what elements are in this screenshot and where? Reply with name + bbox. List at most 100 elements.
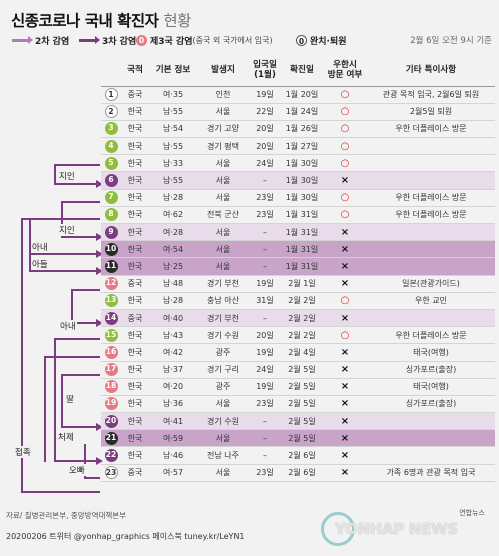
- note-cell: 우한 더플레이스 방문: [367, 326, 495, 345]
- wuhan-visit-cell: ○: [323, 292, 367, 310]
- place-cell: 서울: [197, 464, 249, 482]
- conf-cell: 1월 30일: [281, 154, 323, 173]
- entry-cell: 24일: [249, 154, 281, 173]
- note-cell: 우한 더플레이스 방문: [367, 120, 495, 139]
- case-number-cell: 3: [101, 120, 121, 139]
- case-number-cell: 9: [101, 223, 121, 242]
- conf-cell: 1월 27일: [281, 137, 323, 156]
- entry-cell: 31일: [249, 292, 281, 310]
- case-number-badge: 2: [104, 105, 118, 119]
- case-number-badge: 19: [104, 397, 118, 411]
- case-number-cell: 15: [101, 326, 121, 345]
- note-cell: [367, 223, 495, 242]
- entry-cell: 19일: [249, 343, 281, 362]
- wuhan-visit-cell: ○: [323, 120, 367, 139]
- arrow-icon: [12, 36, 33, 44]
- note-cell: [367, 446, 495, 465]
- note-cell: 일본(관광가이드): [367, 275, 495, 293]
- info-cell: 남·37: [149, 361, 197, 379]
- case-number-badge: 21: [104, 431, 118, 445]
- column-header: 입국일 (1월): [249, 54, 281, 87]
- info-cell: 여·41: [149, 412, 197, 431]
- place-cell: 서울: [197, 189, 249, 207]
- table-row: 23 중국 여·57 서울 23일 2월 6일 × 가족 6명과 관광 목적 입국: [101, 464, 495, 482]
- table-row: 18 한국 여·20 광주 19일 2월 5일 × 태국(여행): [101, 378, 495, 396]
- conf-cell: 1월 20일: [281, 86, 323, 104]
- nat-cell: 한국: [121, 395, 149, 414]
- case-number-badge: 3: [104, 122, 118, 136]
- case-number-cell: 2: [101, 103, 121, 121]
- nat-cell: 한국: [121, 137, 149, 156]
- entry-cell: 22일: [249, 103, 281, 121]
- case-number-cell: 20: [101, 412, 121, 431]
- case-number-badge: 17: [104, 363, 118, 377]
- conf-cell: 2월 5일: [281, 378, 323, 396]
- table-row: 11 한국 남·25 서울 –1월 31일 ×: [101, 257, 495, 276]
- entry-cell: –: [249, 171, 281, 190]
- note-cell: [367, 412, 495, 431]
- info-cell: 여·42: [149, 343, 197, 362]
- conf-cell: 2월 2일: [281, 309, 323, 328]
- conf-cell: 2월 4일: [281, 343, 323, 362]
- conf-cell: 1월 26일: [281, 120, 323, 139]
- nat-cell: 한국: [121, 361, 149, 379]
- wuhan-visit-cell: ○: [323, 103, 367, 121]
- note-cell: [367, 154, 495, 173]
- table-row: 15 한국 남·43 경기 수원 20일 2월 2일 ○ 우한 더플레이스 방문: [101, 326, 495, 345]
- case-number-badge: 8: [104, 208, 118, 222]
- place-cell: 전북 군산: [197, 206, 249, 225]
- conf-cell: 2월 1일: [281, 275, 323, 293]
- info-cell: 남·55: [149, 103, 197, 121]
- conf-cell: 2월 5일: [281, 412, 323, 431]
- table-row: 10 한국 여·54 서울 –1월 31일 ×: [101, 240, 495, 259]
- table-row: 20 한국 여·41 경기 수원 –2월 5일 ×: [101, 412, 495, 431]
- wuhan-visit-cell: ○: [323, 206, 367, 225]
- place-cell: 경기 수원: [197, 412, 249, 431]
- note-cell: 우한 더플레이스 방문: [367, 206, 495, 225]
- info-cell: 남·28: [149, 189, 197, 207]
- nat-cell: 한국: [121, 257, 149, 276]
- wuhan-visit-cell: ×: [323, 309, 367, 328]
- column-header: 국적: [121, 54, 149, 87]
- wuhan-visit-cell: ×: [323, 223, 367, 242]
- nat-cell: 한국: [121, 223, 149, 242]
- conf-cell: 1월 30일: [281, 189, 323, 207]
- table-row: 5 한국 남·33 서울 24일 1월 30일 ○: [101, 154, 495, 173]
- legend: 2차 감염 3차 감염 0 제3국 감염 (중국 외 국가에서 입국) 0 완치…: [12, 34, 492, 47]
- case-number-cell: 6: [101, 171, 121, 190]
- info-cell: 여·57: [149, 464, 197, 482]
- title-sub: 현황: [163, 12, 191, 30]
- case-number-cell: 4: [101, 137, 121, 156]
- place-cell: 전남 나주: [197, 446, 249, 465]
- nat-cell: 중국: [121, 309, 149, 328]
- info-cell: 남·43: [149, 326, 197, 345]
- relation-label: 접촉: [14, 446, 32, 458]
- table-header: 국적 기본 정보 발생지 입국일 (1월) 확진일 우한시 방문 여부 기타 특…: [101, 54, 495, 87]
- nat-cell: 한국: [121, 154, 149, 173]
- legend-third: 3차 감염: [79, 34, 136, 47]
- place-cell: 경기 부천: [197, 275, 249, 293]
- place-cell: 서울: [197, 223, 249, 242]
- table-row: 9 한국 여·28 서울 –1월 31일 ×: [101, 223, 495, 242]
- conf-cell: 1월 24일: [281, 103, 323, 121]
- table-row: 17 한국 남·37 경기 구리 24일 2월 5일 × 싱가포르(출장): [101, 361, 495, 379]
- table-row: 22 한국 남·46 전남 나주 –2월 6일 ×: [101, 446, 495, 465]
- nat-cell: 한국: [121, 103, 149, 121]
- info-cell: 남·55: [149, 171, 197, 190]
- nat-cell: 한국: [121, 412, 149, 431]
- column-header: [101, 54, 121, 87]
- case-number-badge: 4: [104, 139, 118, 153]
- place-cell: 서울: [197, 395, 249, 414]
- entry-cell: 23일: [249, 189, 281, 207]
- wuhan-visit-cell: ×: [323, 361, 367, 379]
- legend-third-country: 0 제3국 감염 (중국 외 국가에서 입국): [136, 34, 273, 47]
- place-cell: 인천: [197, 86, 249, 104]
- info-cell: 남·33: [149, 154, 197, 173]
- case-number-badge: 11: [104, 259, 118, 273]
- entry-cell: –: [249, 223, 281, 242]
- note-cell: 태국(여행): [367, 343, 495, 362]
- wuhan-visit-cell: ×: [323, 275, 367, 293]
- nat-cell: 한국: [121, 292, 149, 310]
- table-row: 3 한국 남·54 경기 고양 20일 1월 26일 ○ 우한 더플레이스 방문: [101, 120, 495, 139]
- info-cell: 남·28: [149, 292, 197, 310]
